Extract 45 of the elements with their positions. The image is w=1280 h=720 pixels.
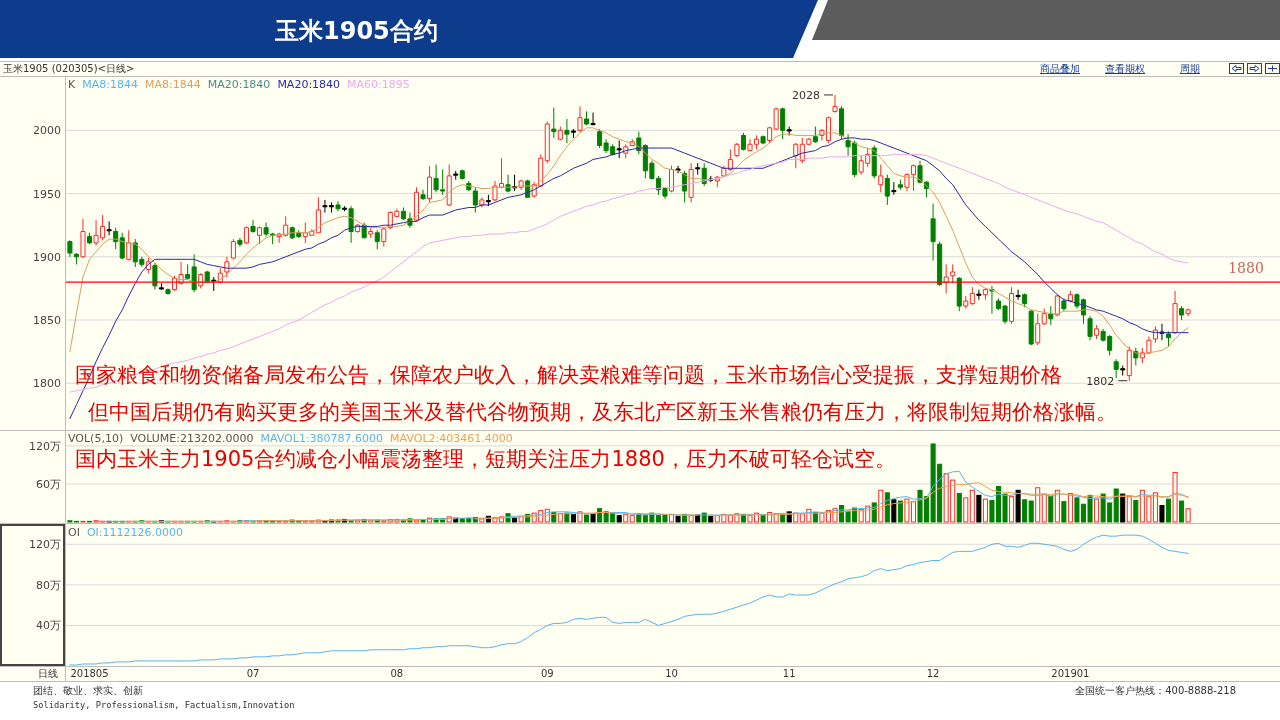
- legend-title: OI: [68, 526, 80, 539]
- annotation: 国家粮食和物资储备局发布公告，保障农户收入，解决卖粮难等问题，玉米市场信心受提振，支撑短期价格: [75, 363, 1062, 387]
- legend-label: MA20:1840: [277, 78, 341, 91]
- legend-label: MA20:1840: [207, 78, 271, 91]
- legend-label: MA60:1895: [347, 78, 410, 91]
- annotation: 1802: [1086, 374, 1115, 388]
- chart-title: 玉米1905合约: [274, 17, 438, 45]
- legend-title: K: [68, 78, 76, 91]
- y-tick-label: 120万: [29, 439, 61, 453]
- x-tick-label: 08: [390, 668, 404, 679]
- x-tick-label: 07: [246, 668, 260, 679]
- y-tick-label: 1900: [33, 250, 61, 264]
- annotation: 2028: [792, 88, 820, 102]
- legend-label: MA8:1844: [144, 78, 201, 91]
- x-tick-label: 09: [540, 668, 554, 679]
- annotation: VOLUME:213202.0000: [130, 432, 254, 445]
- legend-label: OI:1112126.0000: [86, 526, 183, 539]
- legend-label: MAVOL1:380787.6000: [260, 432, 384, 445]
- y-tick-label: 2000: [33, 124, 61, 138]
- y-tick-label: 60万: [36, 477, 61, 491]
- y-tick-label: 120万: [29, 538, 61, 552]
- text: 商品叠加: [1040, 63, 1080, 74]
- y-tick-label: 1850: [33, 314, 61, 328]
- y-tick-label: 40万: [36, 619, 61, 633]
- y-tick-label: 80万: [36, 578, 61, 592]
- y-tick-label: 1800: [33, 377, 61, 391]
- x-tick-label: 11: [782, 668, 796, 679]
- text: 周期: [1180, 63, 1200, 74]
- text: 全国统一客户热线：400-8888-218: [1075, 685, 1236, 696]
- legend-label: MAVOL2:403461.4000: [390, 432, 513, 445]
- x-tick-label: 201901: [1051, 668, 1090, 679]
- x-tick-label: 201805: [70, 668, 109, 679]
- annotation: 但中国后期仍有购买更多的美国玉米及替代谷物预期，及东北产区新玉米售粮仍有压力，将限制短期价格涨幅。: [88, 400, 1117, 424]
- y-tick-label: 1950: [33, 187, 61, 201]
- text: 团结、敬业、求实、创新: [33, 685, 143, 696]
- legend-label: MA8:1844: [82, 78, 138, 91]
- text: 查看期权: [1105, 63, 1145, 74]
- annotation: 国内玉米主力1905合约减仓小幅震荡整理，短期关注压力1880，压力不破可轻仓试空。: [75, 447, 896, 471]
- legend-title: VOL(5,10): [68, 432, 124, 445]
- x-tick-label: 12: [926, 668, 940, 679]
- x-tick-label: 10: [665, 668, 678, 679]
- x-axis-title: 日线: [38, 668, 58, 679]
- text: Solidarity, Professionalism, Factualism,Innovation: [33, 700, 295, 710]
- text: 1880: [1228, 260, 1264, 277]
- chart-subtitle: 玉米1905 (020305)<日线>: [3, 63, 135, 74]
